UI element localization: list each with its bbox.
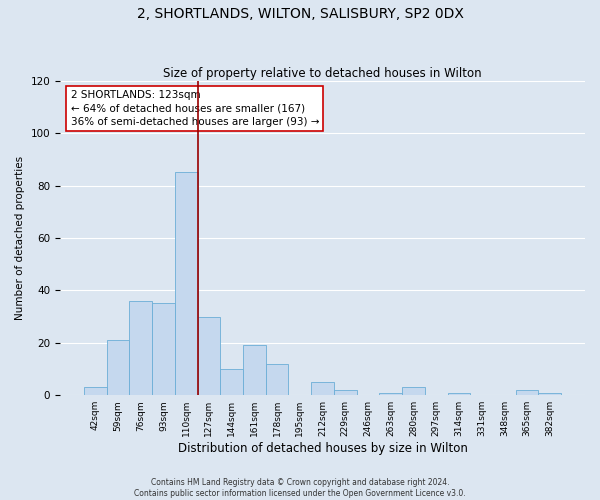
Bar — [197, 316, 220, 395]
Bar — [402, 388, 425, 395]
Text: Contains HM Land Registry data © Crown copyright and database right 2024.
Contai: Contains HM Land Registry data © Crown c… — [134, 478, 466, 498]
Bar — [107, 340, 130, 395]
Bar — [266, 364, 289, 395]
Bar — [220, 369, 243, 395]
Bar — [243, 346, 266, 395]
Bar — [379, 392, 402, 395]
Bar — [130, 301, 152, 395]
Bar — [448, 392, 470, 395]
Text: 2, SHORTLANDS, WILTON, SALISBURY, SP2 0DX: 2, SHORTLANDS, WILTON, SALISBURY, SP2 0D… — [137, 8, 463, 22]
X-axis label: Distribution of detached houses by size in Wilton: Distribution of detached houses by size … — [178, 442, 467, 455]
Bar — [334, 390, 356, 395]
Text: 2 SHORTLANDS: 123sqm
← 64% of detached houses are smaller (167)
36% of semi-deta: 2 SHORTLANDS: 123sqm ← 64% of detached h… — [71, 90, 319, 126]
Bar — [538, 392, 561, 395]
Title: Size of property relative to detached houses in Wilton: Size of property relative to detached ho… — [163, 66, 482, 80]
Y-axis label: Number of detached properties: Number of detached properties — [15, 156, 25, 320]
Bar — [311, 382, 334, 395]
Bar — [515, 390, 538, 395]
Bar — [175, 172, 197, 395]
Bar — [84, 388, 107, 395]
Bar — [152, 304, 175, 395]
